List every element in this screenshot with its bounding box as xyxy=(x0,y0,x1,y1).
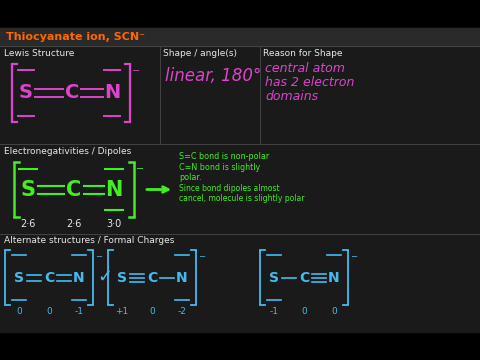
Text: −: − xyxy=(136,164,144,174)
Text: -2: -2 xyxy=(178,307,186,316)
Text: Since bond dipoles almost: Since bond dipoles almost xyxy=(179,184,280,193)
Text: −: − xyxy=(198,252,205,261)
Text: 0: 0 xyxy=(149,307,155,316)
Text: C: C xyxy=(147,270,157,284)
Text: Electronegativities / Dipoles: Electronegativities / Dipoles xyxy=(4,147,131,156)
Text: linear, 180°: linear, 180° xyxy=(165,67,262,85)
Text: polar.: polar. xyxy=(179,173,202,182)
Text: S: S xyxy=(14,270,24,284)
Text: −: − xyxy=(95,252,102,261)
Text: Shape / angle(s): Shape / angle(s) xyxy=(163,49,237,58)
Text: N: N xyxy=(176,270,188,284)
Text: S: S xyxy=(21,180,36,199)
Text: S=C bond is non-polar: S=C bond is non-polar xyxy=(179,152,269,161)
Text: -1: -1 xyxy=(74,307,84,316)
Text: 3·0: 3·0 xyxy=(107,219,121,229)
Text: domains: domains xyxy=(265,90,318,103)
Text: central atom: central atom xyxy=(265,62,345,75)
Text: S: S xyxy=(117,270,127,284)
Text: 2·6: 2·6 xyxy=(20,219,36,229)
Text: C: C xyxy=(66,180,82,199)
Text: 0: 0 xyxy=(16,307,22,316)
Text: C: C xyxy=(44,270,54,284)
Text: Alternate structures / Formal Charges: Alternate structures / Formal Charges xyxy=(4,236,174,245)
Text: ✓: ✓ xyxy=(97,268,112,286)
Text: cancel, molecule is slightly polar: cancel, molecule is slightly polar xyxy=(179,194,304,203)
Text: 0: 0 xyxy=(301,307,307,316)
Bar xyxy=(0,28,480,332)
Text: N: N xyxy=(328,270,340,284)
Text: −: − xyxy=(132,66,140,76)
Text: N: N xyxy=(73,270,85,284)
Text: 0: 0 xyxy=(46,307,52,316)
Text: 0: 0 xyxy=(331,307,337,316)
Text: C=N bond is slightly: C=N bond is slightly xyxy=(179,163,260,172)
Text: Lewis Structure: Lewis Structure xyxy=(4,49,74,58)
Bar xyxy=(0,28,480,46)
Text: C: C xyxy=(65,84,79,103)
Text: 2·6: 2·6 xyxy=(66,219,82,229)
Text: C: C xyxy=(299,270,309,284)
Text: N: N xyxy=(105,180,123,199)
Text: S: S xyxy=(19,84,33,103)
Text: N: N xyxy=(104,84,120,103)
Text: −: − xyxy=(350,252,357,261)
Text: Thiocyanate ion, SCN⁻: Thiocyanate ion, SCN⁻ xyxy=(6,32,145,42)
Text: -1: -1 xyxy=(269,307,278,316)
Text: +1: +1 xyxy=(115,307,129,316)
Text: S: S xyxy=(269,270,279,284)
Text: has 2 electron: has 2 electron xyxy=(265,76,354,89)
Text: Reason for Shape: Reason for Shape xyxy=(263,49,343,58)
